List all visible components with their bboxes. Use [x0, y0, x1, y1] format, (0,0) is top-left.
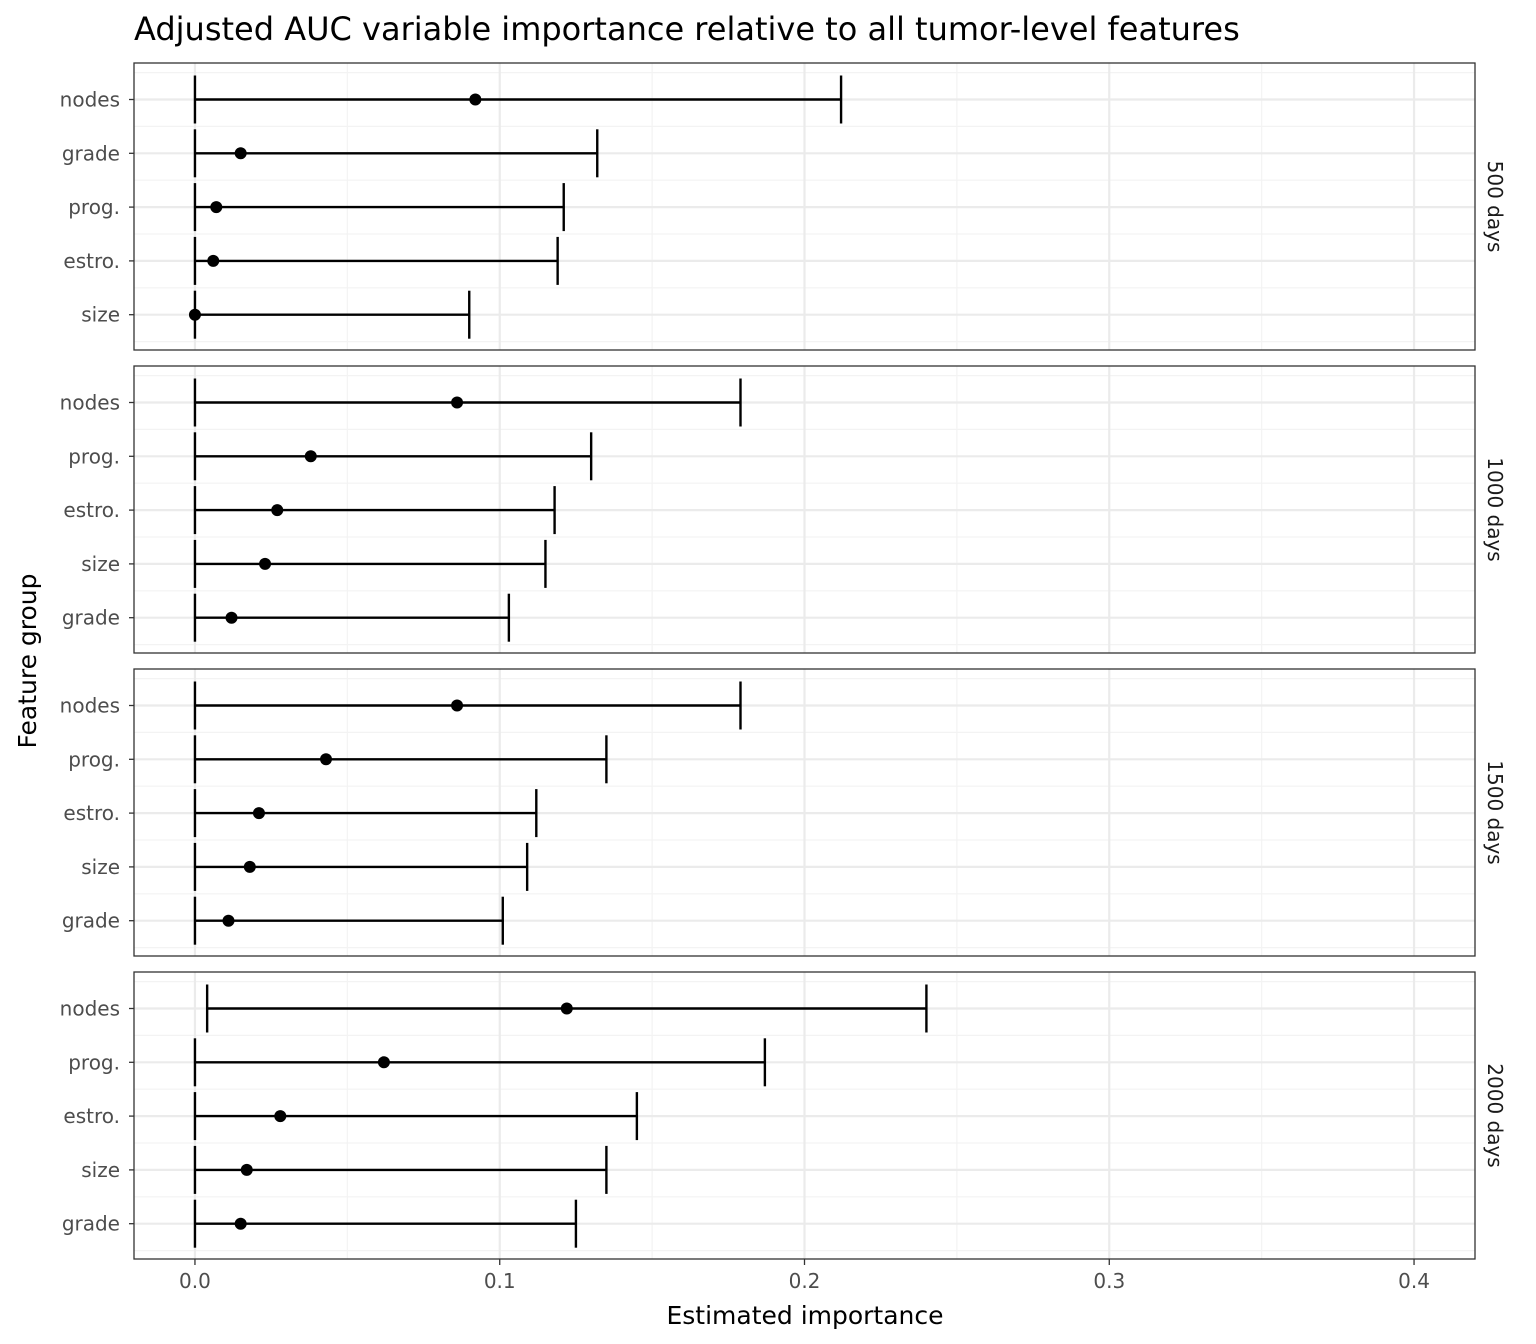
data-row — [193, 789, 538, 838]
data-row — [193, 735, 608, 784]
data-row — [193, 75, 843, 124]
x-axis-title: Estimated importance — [666, 1301, 943, 1330]
data-row — [193, 1199, 578, 1248]
y-axis-title: Feature group — [13, 573, 42, 748]
x-tick-label: 0.3 — [1093, 1269, 1125, 1293]
data-row — [193, 129, 599, 178]
y-tick-label: grade — [62, 606, 120, 630]
data-row — [193, 1038, 767, 1087]
estimate-point — [271, 504, 284, 517]
y-tick-label: grade — [62, 1212, 120, 1236]
y-tick-label: grade — [62, 141, 120, 165]
y-tick-label: grade — [62, 909, 120, 933]
data-row — [193, 1145, 608, 1194]
y-tick-label: prog. — [68, 1050, 120, 1074]
y-tick-label: prog. — [68, 444, 120, 468]
data-row — [193, 593, 511, 642]
estimate-point — [207, 254, 220, 267]
estimate-point — [234, 1217, 247, 1230]
data-row — [193, 432, 593, 481]
chart-title: Adjusted AUC variable importance relativ… — [134, 10, 1240, 48]
estimate-point — [222, 914, 235, 927]
facet-panel: nodes prog. estro. size grade 1000 days — [60, 365, 1507, 654]
y-tick-label: nodes — [60, 694, 120, 718]
y-tick-label: size — [81, 855, 120, 879]
x-tick-label: 0.1 — [484, 1269, 516, 1293]
facet-panel: nodes prog. estro. size grade 1500 days — [60, 668, 1507, 957]
data-row — [193, 1092, 639, 1141]
estimate-point — [469, 93, 482, 106]
y-tick-label: prog. — [68, 195, 120, 219]
y-tick-label: size — [81, 1158, 120, 1182]
estimate-point — [210, 201, 223, 214]
data-row — [205, 984, 928, 1033]
y-tick-label: estro. — [63, 249, 120, 273]
y-tick-label: nodes — [60, 88, 120, 112]
estimate-point — [225, 611, 238, 624]
estimate-point — [377, 1056, 390, 1069]
y-tick-label: estro. — [63, 1104, 120, 1128]
data-row — [193, 236, 559, 285]
x-tick-label: 0.4 — [1398, 1269, 1430, 1293]
facet-strip-label: 500 days — [1483, 161, 1507, 253]
estimate-point — [274, 1110, 287, 1123]
y-tick-label: size — [81, 303, 120, 327]
facet-strip-label: 2000 days — [1483, 1063, 1507, 1167]
x-tick-label: 0.0 — [179, 1269, 211, 1293]
estimate-point — [188, 308, 201, 321]
y-tick-label: estro. — [63, 801, 120, 825]
estimate-point — [259, 557, 272, 570]
data-row — [193, 842, 529, 891]
estimate-point — [234, 147, 247, 160]
data-row — [193, 539, 547, 588]
facet-panel: nodes prog. estro. size grade 2000 days — [60, 971, 1507, 1260]
x-axis: 0.0 0.1 0.2 0.3 0.4 — [179, 1259, 1430, 1293]
estimate-point — [320, 753, 333, 766]
estimate-point — [304, 450, 317, 463]
data-row — [193, 378, 742, 427]
y-tick-label: estro. — [63, 498, 120, 522]
y-tick-label: nodes — [60, 391, 120, 415]
facet-strip-label: 1000 days — [1483, 457, 1507, 561]
panel-border — [133, 365, 1476, 654]
y-tick-label: prog. — [68, 747, 120, 771]
estimate-point — [252, 807, 265, 820]
data-row — [193, 486, 556, 535]
estimate-point — [243, 860, 256, 873]
facet-panels: nodes grade prog. estro. size 500 days nodes pr… — [60, 62, 1507, 1260]
y-tick-label: nodes — [60, 997, 120, 1021]
data-row — [193, 681, 742, 730]
x-tick-label: 0.2 — [789, 1269, 821, 1293]
facet-strip-label: 1500 days — [1483, 760, 1507, 864]
facet-panel: nodes grade prog. estro. size 500 days — [60, 62, 1507, 351]
estimate-point — [451, 699, 464, 712]
estimate-point — [451, 396, 464, 409]
panel-border — [133, 668, 1476, 957]
y-tick-label: size — [81, 552, 120, 576]
panel-border — [133, 62, 1476, 351]
data-row — [193, 183, 565, 232]
estimate-point — [560, 1002, 573, 1015]
data-row — [193, 896, 504, 945]
data-row — [188, 290, 471, 339]
estimate-point — [240, 1163, 253, 1176]
